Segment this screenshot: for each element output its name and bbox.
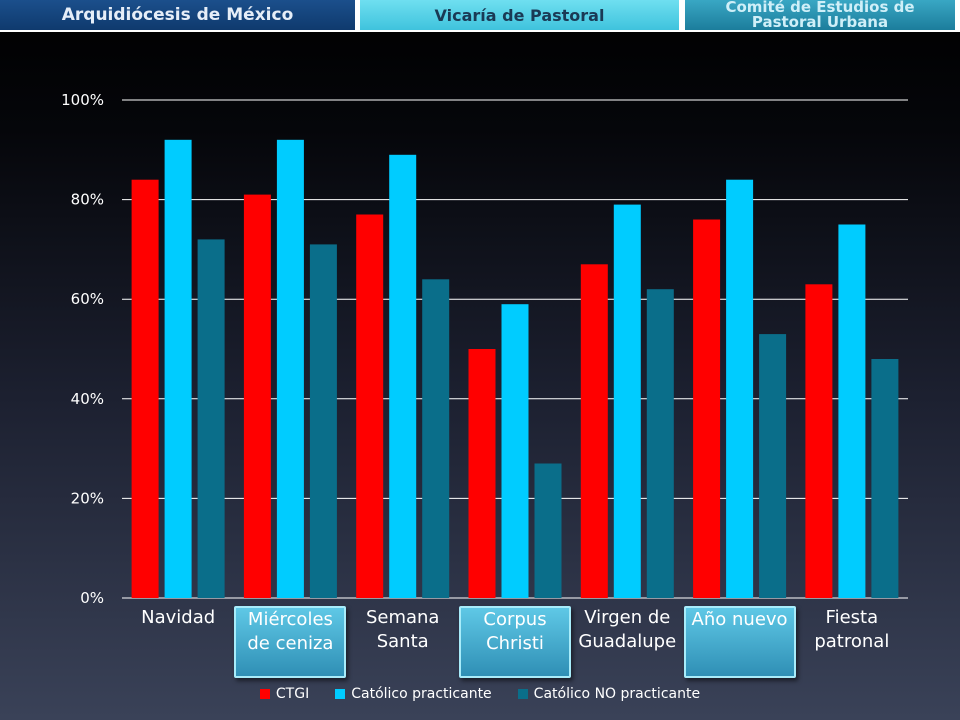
bar-no-practicante [759,334,787,598]
legend-label: CTGI [275,686,310,702]
x-category-label-line: Guadalupe [578,631,677,652]
bar-practicante [389,154,417,599]
bar-ctgi [468,349,496,598]
legend-swatch [259,689,270,699]
x-category-label: Navidad [122,606,234,678]
bar-no-practicante [646,289,674,598]
y-tick-label: 80% [71,191,104,209]
header-tab-comite-line2: Pastoral Urbana [751,13,889,31]
bar-practicante [726,179,754,598]
header-tab-vicaria: Vicaría de Pastoral [360,0,679,30]
y-tick-label: 20% [71,489,104,507]
x-category-label-line: Christi [486,633,544,654]
x-category-label-line: Santa [376,631,429,652]
x-category-label-line: patronal [814,631,890,652]
bar-practicante [276,139,304,599]
y-tick-label: 100% [61,91,104,109]
bar-no-practicante [422,279,450,598]
x-category-label-line: Navidad [141,607,216,628]
x-category-label: Semana Santa [347,606,459,678]
bar-no-practicante [534,463,562,598]
x-category-label-line: Virgen de [584,607,671,628]
bar-practicante [613,204,641,598]
legend-label: Católico NO practicante [533,686,701,702]
bar-no-practicante [871,359,899,598]
header-tab-comite-line1: Comité de Estudios de [725,0,915,16]
legend-item: Católico practicante [335,686,492,702]
x-category-label-line: Año nuevo [691,609,788,630]
bar-ctgi [805,284,833,598]
x-category-label: Virgen de Guadalupe [571,606,683,678]
legend-swatch [517,689,528,699]
header-tab-arquidiocesis: Arquidiócesis de México [0,0,355,30]
bar-practicante [501,304,529,598]
bar-ctgi [693,219,721,598]
bar-no-practicante [197,239,225,598]
x-category-label: Corpus Christi [459,606,571,678]
bar-practicante [164,139,192,599]
x-category-label-line: Miércoles [247,609,333,630]
bar-practicante [838,224,866,598]
bar-ctgi [243,194,271,598]
legend-label: Católico practicante [351,686,492,702]
header-banner: Arquidiócesis de México Vicaría de Pasto… [0,0,960,32]
x-category-label: Año nuevo [683,606,796,678]
x-category-label-line: Fiesta [825,607,879,628]
bar-ctgi [131,179,159,598]
legend-swatch [335,689,346,699]
bar-ctgi [356,214,384,598]
x-category-label-line: Semana [365,607,440,628]
legend-item: Católico NO practicante [517,686,701,702]
bar-no-practicante [309,244,337,598]
y-tick-label: 0% [80,589,104,607]
chart-legend: CTGI Católico practicante Católico NO prac… [0,686,960,702]
x-category-label-line: de ceniza [247,633,334,654]
legend-item: CTGI [259,686,310,702]
y-tick-label: 60% [71,290,104,308]
x-category-label: Fiesta patronal [796,606,908,678]
y-tick-label: 40% [71,390,104,408]
x-category-label-line: Corpus [483,609,547,630]
header-tab-comite: Comité de Estudios de Pastoral Urbana [685,0,955,30]
x-category-label: Miércoles de ceniza [234,606,347,678]
bar-ctgi [580,264,608,598]
